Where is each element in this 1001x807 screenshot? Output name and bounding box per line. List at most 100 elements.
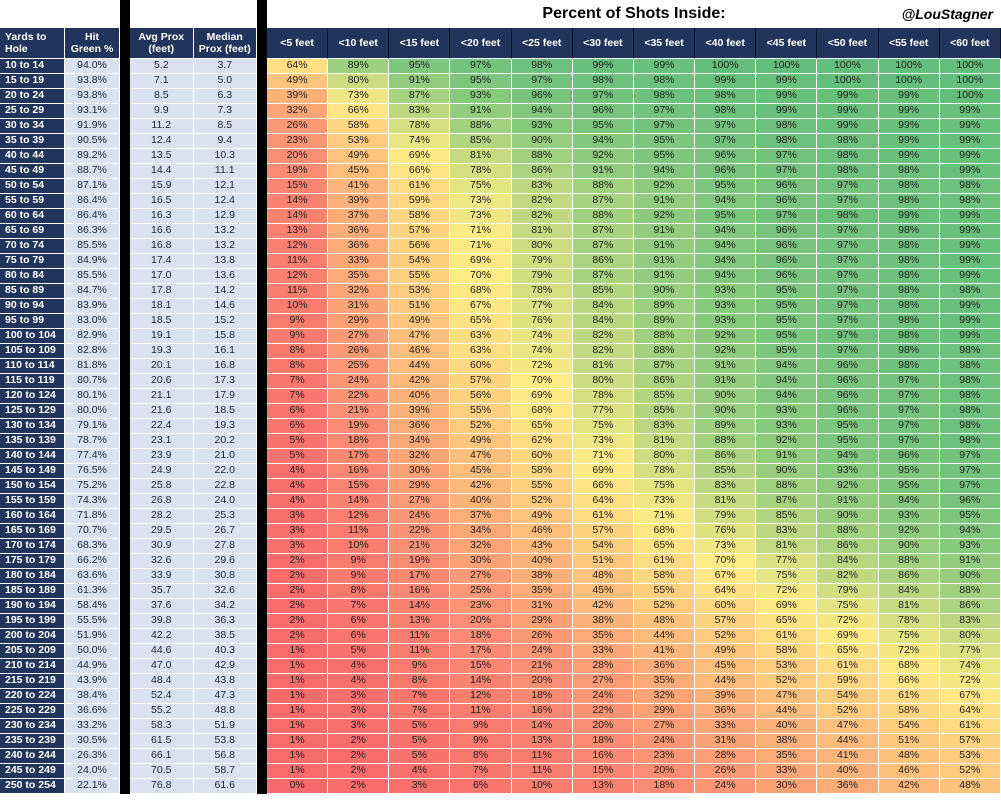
pct-cell: 51% (572, 554, 634, 569)
col-header-distance: <40 feet (695, 28, 757, 59)
pct-cell: 98% (878, 239, 940, 254)
row-label: 90 to 94 (0, 299, 65, 314)
pct-cell: 84% (878, 584, 940, 599)
pct-cell: 95% (817, 434, 879, 449)
pct-cell: 100% (817, 74, 879, 89)
pct-cell: 26% (511, 629, 573, 644)
hit-green-cell: 83.9% (65, 299, 120, 314)
row-label: 10 to 14 (0, 59, 65, 74)
pct-cell: 96% (756, 224, 818, 239)
row-label: 110 to 114 (0, 359, 65, 374)
avg-prox-cell: 20.6 (130, 374, 194, 389)
avg-prox-cell: 20.1 (130, 359, 194, 374)
pct-cell: 20% (267, 149, 329, 164)
pct-cell: 24% (695, 779, 757, 794)
pct-cell: 32% (633, 689, 696, 704)
row-label: 60 to 64 (0, 209, 65, 224)
pct-cell: 100% (695, 59, 757, 74)
col-header-distance: <35 feet (633, 28, 696, 59)
pct-cell: 99% (878, 149, 940, 164)
row-label: 210 to 214 (0, 659, 65, 674)
pct-cell: 39% (695, 689, 757, 704)
pct-cell: 95% (572, 119, 634, 134)
pct-cell: 52% (511, 494, 573, 509)
pct-cell: 26% (267, 119, 329, 134)
hit-green-cell: 82.9% (65, 329, 120, 344)
pct-cell: 81% (756, 539, 818, 554)
row-label: 40 to 44 (0, 149, 65, 164)
pct-cell: 44% (756, 704, 818, 719)
pct-cell: 96% (817, 404, 879, 419)
pct-cell: 94% (756, 359, 818, 374)
pct-cell: 95% (450, 74, 512, 89)
avg-prox-cell: 13.5 (130, 149, 194, 164)
median-prox-cell: 11.1 (193, 164, 257, 179)
pct-cell: 13% (572, 779, 634, 794)
pct-cell: 95% (756, 299, 818, 314)
pct-cell: 36% (328, 224, 390, 239)
pct-cell: 31% (695, 734, 757, 749)
pct-cell: 42% (572, 599, 634, 614)
pct-cell: 35% (756, 749, 818, 764)
pct-cell: 9% (267, 314, 329, 329)
pct-cell: 13% (511, 734, 573, 749)
pct-cell: 72% (939, 674, 1001, 689)
median-prox-cell: 27.8 (193, 539, 257, 554)
hit-green-cell: 81.8% (65, 359, 120, 374)
pct-cell: 98% (939, 434, 1001, 449)
pct-cell: 19% (328, 419, 390, 434)
pct-cell: 98% (817, 209, 879, 224)
pct-cell: 11% (511, 764, 573, 779)
pct-cell: 27% (572, 674, 634, 689)
pct-cell: 22% (389, 524, 451, 539)
pct-cell: 91% (633, 269, 696, 284)
pct-cell: 20% (572, 719, 634, 734)
pct-cell: 72% (817, 614, 879, 629)
pct-cell: 64% (267, 59, 329, 74)
row-label: 100 to 104 (0, 329, 65, 344)
pct-cell: 86% (633, 374, 696, 389)
median-prox-cell: 14.2 (193, 284, 257, 299)
pct-cell: 3% (267, 539, 329, 554)
pct-cell: 21% (328, 404, 390, 419)
row-label: 35 to 39 (0, 134, 65, 149)
pct-cell: 87% (633, 359, 696, 374)
pct-cell: 48% (878, 749, 940, 764)
pct-cell: 61% (878, 689, 940, 704)
pct-cell: 94% (695, 239, 757, 254)
median-prox-cell: 8.5 (193, 119, 257, 134)
pct-cell: 93% (756, 419, 818, 434)
pct-cell: 2% (267, 569, 329, 584)
pct-cell: 13% (267, 224, 329, 239)
pct-cell: 63% (450, 329, 512, 344)
pct-cell: 81% (450, 149, 512, 164)
median-prox-cell: 12.4 (193, 194, 257, 209)
pct-cell: 98% (878, 284, 940, 299)
avg-prox-cell: 5.2 (130, 59, 194, 74)
pct-cell: 52% (695, 629, 757, 644)
pct-cell: 4% (267, 479, 329, 494)
pct-cell: 84% (817, 554, 879, 569)
median-prox-cell: 10.3 (193, 149, 257, 164)
pct-cell: 52% (939, 764, 1001, 779)
pct-cell: 5% (389, 734, 451, 749)
col-header-distance: <30 feet (572, 28, 634, 59)
pct-cell: 3% (389, 779, 451, 794)
median-prox-cell: 32.6 (193, 584, 257, 599)
pct-cell: 86% (878, 569, 940, 584)
pct-cell: 0% (267, 779, 329, 794)
median-prox-cell: 17.9 (193, 389, 257, 404)
pct-cell: 7% (328, 599, 390, 614)
hit-green-cell: 26.3% (65, 749, 120, 764)
pct-cell: 98% (633, 89, 696, 104)
pct-cell: 18% (633, 779, 696, 794)
row-label: 165 to 169 (0, 524, 65, 539)
pct-cell: 55% (511, 479, 573, 494)
avg-prox-cell: 44.6 (130, 644, 194, 659)
pct-cell: 70% (450, 269, 512, 284)
pct-cell: 100% (817, 59, 879, 74)
pct-cell: 24% (328, 374, 390, 389)
row-label: 190 to 194 (0, 599, 65, 614)
median-prox-cell: 15.8 (193, 329, 257, 344)
pct-cell: 97% (817, 314, 879, 329)
